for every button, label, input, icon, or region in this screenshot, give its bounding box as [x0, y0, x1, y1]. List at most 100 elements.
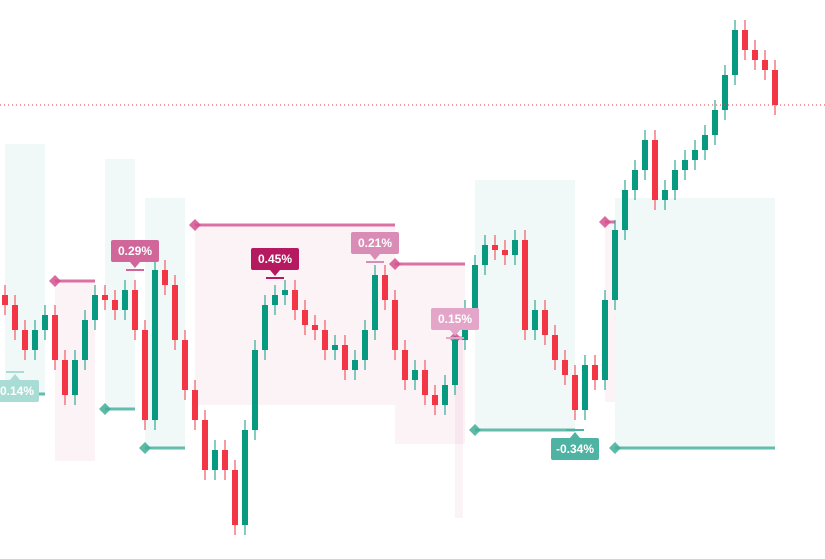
high-zone [605, 222, 615, 402]
candle-body [492, 245, 498, 250]
candle-body [372, 275, 378, 330]
low-zone [615, 198, 775, 448]
candle-body [252, 350, 258, 430]
candle-body [302, 310, 308, 325]
candle-body [612, 230, 618, 300]
candle-body [332, 345, 338, 350]
candle-body [692, 150, 698, 160]
pivot-label: -0.34% [556, 442, 594, 456]
candle-body [702, 135, 708, 150]
candle-body [452, 340, 458, 385]
candle-body [242, 430, 248, 525]
candle-body [392, 300, 398, 350]
candle-body [552, 335, 558, 360]
candle-body [122, 290, 128, 310]
candle-body [132, 290, 138, 330]
label-box [431, 308, 479, 330]
candle-body [232, 470, 238, 525]
candle-body [42, 315, 48, 330]
candle-body [442, 385, 448, 405]
candle-body [582, 365, 588, 410]
label-pointer [130, 262, 140, 268]
candle-body [12, 305, 18, 330]
candle-body [222, 450, 228, 470]
candle-body [642, 140, 648, 170]
candle-body [412, 370, 418, 380]
candle-body [382, 275, 388, 300]
candle-body [282, 290, 288, 295]
candle-body [682, 160, 688, 170]
candle-body [522, 240, 528, 330]
pivot-diamond [389, 258, 401, 270]
candle-body [572, 375, 578, 410]
candle-body [622, 190, 628, 230]
pivot-diamond [469, 424, 481, 436]
candle-body [472, 265, 478, 310]
candle-body [532, 310, 538, 330]
candle-body [22, 330, 28, 350]
candle-body [482, 245, 488, 265]
label-box [0, 380, 39, 402]
candle-body [502, 250, 508, 255]
candle-body [712, 110, 718, 135]
low-zone [105, 159, 135, 409]
candle-body [542, 310, 548, 335]
candle-body [272, 295, 278, 305]
candle-body [512, 240, 518, 255]
pivot-label: 0.21% [358, 236, 392, 250]
candle-body [262, 305, 268, 350]
candle-body [722, 75, 728, 110]
pivot-diamond [139, 442, 151, 454]
candle-body [82, 320, 88, 360]
pivot-diamond [599, 216, 611, 228]
candle-body [2, 295, 8, 305]
candle-body [662, 190, 668, 200]
label-pointer [10, 374, 20, 380]
candle-body [172, 285, 178, 340]
candle-body [92, 295, 98, 320]
candle-body [142, 330, 148, 420]
candle-body [152, 270, 158, 420]
candle-body [212, 450, 218, 470]
candle-body [32, 330, 38, 350]
candle-body [192, 390, 198, 420]
candle-body [322, 330, 328, 350]
candle-body [162, 270, 168, 285]
label-box [251, 248, 299, 270]
candle-body [312, 325, 318, 330]
label-box [551, 438, 599, 460]
candle-body [292, 290, 298, 310]
candle-body [742, 30, 748, 50]
pivot-label: 0.45% [258, 252, 292, 266]
candle-body [202, 420, 208, 470]
candle-body [602, 300, 608, 380]
candle-body [672, 170, 678, 190]
label-box [111, 240, 159, 262]
low-zone [145, 198, 185, 448]
candle-body [752, 50, 758, 60]
candle-body [772, 70, 778, 105]
candle-body [652, 140, 658, 200]
pivot-label: 0.15% [438, 312, 472, 326]
candle-body [342, 345, 348, 370]
pivot-diamond [189, 219, 201, 231]
candle-body [182, 340, 188, 390]
pivot-diamond [49, 275, 61, 287]
candle-body [402, 350, 408, 380]
pivot-diamond [609, 442, 621, 454]
pivot-diamond [99, 403, 111, 415]
candle-body [62, 360, 68, 395]
candle-body [112, 300, 118, 310]
label-pointer [570, 432, 580, 438]
candle-body [422, 370, 428, 395]
label-box [351, 232, 399, 254]
candle-body [72, 360, 78, 395]
label-pointer [450, 330, 460, 336]
candle-body [592, 365, 598, 380]
label-pointer [270, 270, 280, 276]
candle-body [762, 60, 768, 70]
candle-body [362, 330, 368, 360]
candle-body [732, 30, 738, 75]
